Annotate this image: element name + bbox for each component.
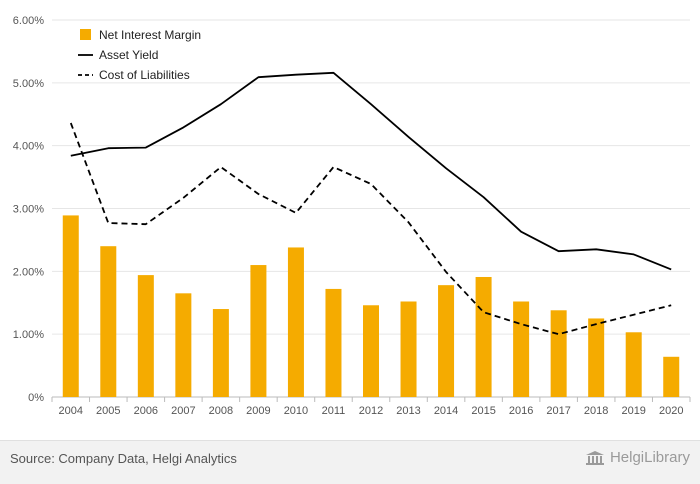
x-tick-label: 2017 <box>546 405 570 417</box>
bar <box>513 301 530 397</box>
y-tick-label: 3.00% <box>13 204 44 216</box>
x-tick-label: 2009 <box>246 405 270 417</box>
bar <box>250 265 267 397</box>
x-tick-label: 2005 <box>96 405 120 417</box>
x-tick-label: 2004 <box>59 405 83 417</box>
x-tick-label: 2011 <box>322 405 346 417</box>
bar <box>588 318 605 397</box>
series-line <box>70 71 672 271</box>
x-tick-label: 2018 <box>584 405 608 417</box>
brand-link[interactable]: HelgiLibrary <box>585 449 690 466</box>
bar <box>625 332 642 397</box>
chart: 0%1.00%2.00%3.00%4.00%5.00%6.00% 2004 200… <box>13 15 691 417</box>
bar <box>363 305 379 397</box>
bar <box>62 215 79 397</box>
bar <box>287 247 304 397</box>
bar <box>325 288 342 397</box>
x-tick-label: 2008 <box>209 405 233 417</box>
source-note: Source: Company Data, Helgi Analytics <box>10 451 237 466</box>
bar <box>212 309 229 397</box>
legend-swatch <box>80 29 91 40</box>
x-tick-label: 2019 <box>621 405 645 417</box>
bar <box>100 246 117 397</box>
bar <box>550 310 567 397</box>
bar <box>475 276 492 397</box>
y-tick-label: 1.00% <box>13 329 44 341</box>
y-tick-label: 6.00% <box>13 15 44 27</box>
x-tick-label: 2007 <box>171 405 195 417</box>
x-tick-label: 2014 <box>434 405 458 417</box>
bar <box>175 293 192 397</box>
x-axis: 2004 2005 2006 2007 2008 2009 2010 2011 2012 2013… <box>51 397 691 417</box>
x-tick-label: 2006 <box>134 405 158 417</box>
brand-name: HelgiLibrary <box>609 449 690 466</box>
grid-lines <box>52 19 690 398</box>
bar <box>137 275 154 397</box>
x-tick-label: 2012 <box>359 405 383 417</box>
y-axis-ticks: 0% 1.00% 2.00% 3.00% 4.00% 5.00% 6.00% <box>13 15 44 404</box>
line-series <box>69 71 672 336</box>
bar-series <box>62 215 680 397</box>
x-tick-label: 2013 <box>396 405 420 417</box>
legend: Net Interest Margin Asset Yield Cost of Li… <box>78 28 201 82</box>
x-tick-label: 2010 <box>284 405 308 417</box>
library-building-icon <box>585 450 604 465</box>
bar <box>438 285 455 397</box>
y-tick-label: 0% <box>28 392 44 404</box>
x-tick-label: 2020 <box>659 405 683 417</box>
y-tick-label: 2.00% <box>13 266 44 278</box>
x-tick-label: 2016 <box>509 405 533 417</box>
bar <box>663 356 680 397</box>
y-tick-label: 5.00% <box>13 78 44 90</box>
bar <box>400 301 417 397</box>
x-tick-label: 2015 <box>471 405 495 417</box>
y-tick-label: 4.00% <box>13 141 44 153</box>
legend-label: Asset Yield <box>99 48 158 62</box>
series-line-dashed <box>69 122 672 336</box>
legend-label: Cost of Liabilities <box>99 68 190 82</box>
legend-label: Net Interest Margin <box>99 28 201 42</box>
footer: Source: Company Data, Helgi Analytics He… <box>0 440 700 484</box>
